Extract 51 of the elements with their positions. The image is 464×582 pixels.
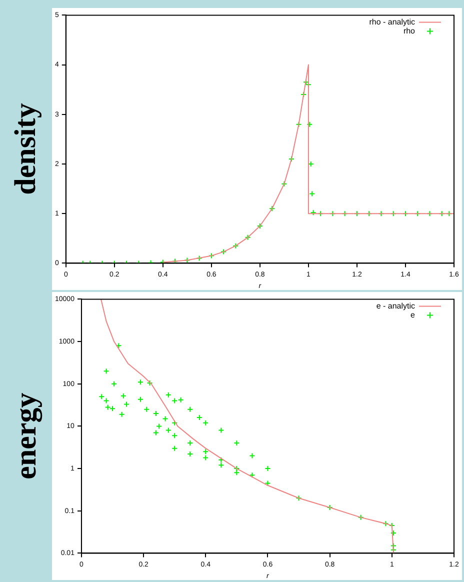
point xyxy=(390,542,396,549)
point xyxy=(264,480,271,486)
point xyxy=(234,470,240,476)
point xyxy=(162,416,168,422)
point xyxy=(390,530,396,536)
legend-label: e xyxy=(410,310,416,320)
point xyxy=(137,396,144,402)
point xyxy=(218,462,224,468)
legend-label: rho - analytic xyxy=(369,17,415,26)
point xyxy=(116,342,122,349)
point xyxy=(256,223,263,229)
y-axis-title: density xyxy=(9,103,43,195)
point xyxy=(220,248,227,255)
point xyxy=(306,121,313,128)
point xyxy=(152,430,159,436)
point xyxy=(202,448,209,455)
point xyxy=(281,180,288,187)
point xyxy=(187,406,194,412)
point xyxy=(111,380,118,387)
point xyxy=(310,210,316,216)
legend-label: e - analytic xyxy=(376,301,415,310)
point xyxy=(249,452,256,459)
point xyxy=(172,398,178,404)
point xyxy=(249,472,256,478)
point xyxy=(137,379,144,386)
point xyxy=(172,445,178,452)
legend-label: rho xyxy=(403,26,416,36)
point xyxy=(196,255,202,262)
point xyxy=(178,396,184,403)
point xyxy=(156,423,162,430)
point xyxy=(202,420,209,426)
point xyxy=(382,520,389,527)
point xyxy=(172,420,178,426)
point xyxy=(120,392,126,399)
point xyxy=(358,514,364,520)
point xyxy=(309,190,316,197)
point xyxy=(296,495,302,502)
point xyxy=(118,411,125,418)
point xyxy=(218,456,224,463)
point xyxy=(165,392,172,398)
point xyxy=(123,401,130,408)
point xyxy=(202,454,209,461)
point xyxy=(103,368,110,374)
point xyxy=(218,427,224,434)
point xyxy=(269,206,276,212)
point xyxy=(172,432,178,439)
point xyxy=(165,427,172,434)
y-axis-title: energy xyxy=(9,392,44,480)
point xyxy=(232,242,239,249)
point xyxy=(244,234,251,240)
point xyxy=(144,406,150,412)
